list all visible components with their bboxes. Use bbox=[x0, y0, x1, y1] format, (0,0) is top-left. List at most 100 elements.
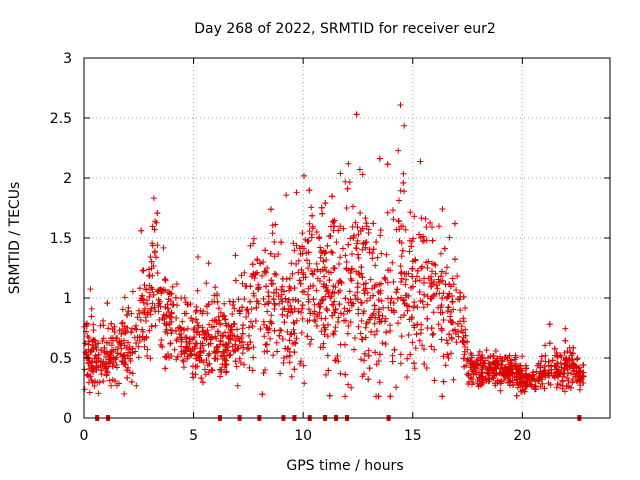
data-point bbox=[91, 383, 98, 389]
data-point bbox=[212, 355, 219, 362]
data-point bbox=[345, 381, 352, 388]
data-point bbox=[514, 376, 521, 383]
data-point bbox=[370, 292, 377, 299]
data-point bbox=[149, 240, 156, 247]
data-point bbox=[221, 300, 228, 307]
data-point bbox=[387, 322, 393, 329]
data-point bbox=[263, 324, 270, 331]
data-point bbox=[453, 287, 460, 293]
data-point bbox=[574, 356, 581, 363]
data-point bbox=[397, 187, 404, 194]
data-point bbox=[331, 298, 338, 305]
data-point bbox=[317, 254, 324, 261]
data-point bbox=[331, 217, 338, 224]
data-point bbox=[448, 350, 455, 357]
data-point bbox=[297, 280, 304, 287]
data-point bbox=[423, 259, 430, 266]
data-point bbox=[286, 359, 293, 366]
data-point bbox=[414, 304, 421, 311]
data-point bbox=[199, 328, 206, 335]
data-point bbox=[435, 321, 442, 328]
data-point bbox=[279, 336, 286, 342]
data-point bbox=[376, 306, 383, 313]
data-point bbox=[437, 304, 444, 311]
data-point bbox=[383, 329, 390, 336]
data-point bbox=[167, 340, 174, 347]
data-point bbox=[428, 283, 435, 290]
data-point bbox=[241, 269, 248, 276]
data-point bbox=[324, 242, 331, 249]
data-point bbox=[296, 277, 303, 284]
data-point bbox=[173, 281, 180, 287]
data-point bbox=[385, 267, 392, 274]
data-point bbox=[393, 384, 400, 391]
data-point bbox=[214, 290, 220, 297]
data-point bbox=[384, 279, 391, 286]
data-point bbox=[180, 364, 187, 371]
data-point bbox=[212, 284, 219, 291]
data-point bbox=[569, 350, 576, 357]
data-point bbox=[201, 334, 208, 341]
data-point bbox=[447, 313, 454, 320]
data-point bbox=[232, 252, 239, 259]
data-point bbox=[183, 310, 190, 317]
data-point bbox=[186, 340, 193, 347]
data-point bbox=[438, 250, 444, 257]
data-point bbox=[265, 329, 272, 336]
data-points bbox=[81, 102, 587, 400]
data-point bbox=[375, 289, 382, 295]
data-point bbox=[400, 297, 407, 304]
data-point bbox=[479, 359, 486, 366]
data-point bbox=[322, 200, 329, 207]
data-point bbox=[205, 301, 212, 308]
data-point bbox=[212, 333, 219, 340]
data-point bbox=[461, 348, 468, 355]
y-tick-label: 0.5 bbox=[50, 351, 72, 367]
data-point bbox=[546, 321, 553, 328]
data-point bbox=[179, 357, 186, 364]
data-point bbox=[390, 278, 397, 285]
data-point bbox=[193, 307, 200, 314]
data-point bbox=[390, 300, 397, 306]
data-point bbox=[239, 330, 246, 337]
data-point bbox=[296, 245, 303, 252]
data-point bbox=[246, 364, 253, 371]
data-point bbox=[430, 291, 437, 298]
data-point bbox=[405, 332, 412, 338]
data-point bbox=[526, 379, 533, 385]
data-point bbox=[329, 289, 336, 296]
data-point bbox=[237, 359, 244, 366]
data-point bbox=[146, 266, 152, 273]
data-point bbox=[514, 384, 521, 391]
data-point bbox=[356, 166, 363, 173]
data-point bbox=[302, 236, 309, 243]
data-point bbox=[246, 332, 252, 339]
data-point bbox=[444, 308, 451, 315]
data-point bbox=[307, 310, 314, 317]
data-point bbox=[140, 296, 146, 303]
data-point bbox=[109, 326, 116, 333]
data-point bbox=[199, 379, 206, 386]
data-point bbox=[429, 224, 435, 230]
data-point bbox=[232, 341, 239, 348]
data-point bbox=[340, 245, 346, 252]
data-point bbox=[291, 349, 298, 356]
data-point bbox=[148, 284, 155, 291]
data-point bbox=[320, 258, 327, 265]
data-point bbox=[446, 290, 453, 297]
data-point bbox=[321, 273, 328, 280]
data-point bbox=[330, 331, 337, 338]
data-point bbox=[384, 209, 391, 216]
data-point bbox=[171, 346, 178, 353]
data-point bbox=[391, 346, 398, 353]
data-point bbox=[217, 337, 224, 344]
data-point bbox=[143, 286, 149, 292]
data-point bbox=[413, 331, 420, 338]
data-point bbox=[362, 244, 369, 251]
data-point bbox=[168, 310, 175, 317]
data-point bbox=[479, 373, 486, 380]
data-point bbox=[179, 318, 186, 325]
data-point bbox=[438, 327, 445, 334]
data-point bbox=[133, 322, 139, 329]
